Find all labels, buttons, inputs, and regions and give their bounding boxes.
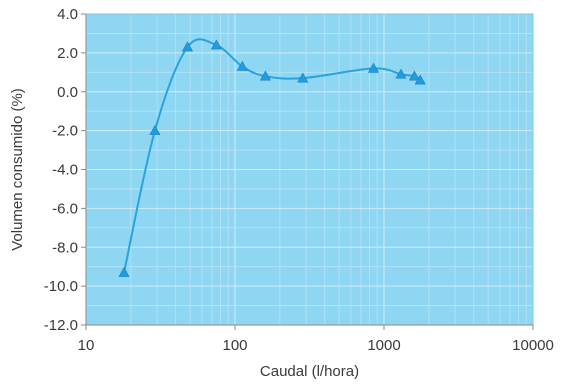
data-point-marker (118, 266, 130, 277)
tick-labels: 10 100 1000 10000 4.0 2.0 0.0 -2.0 -4.0 -6.0 -8.0 -… (44, 6, 554, 354)
y-tick-label: 0.0 (57, 84, 78, 101)
x-tick-label: 1000 (367, 337, 400, 354)
x-tick-label: 10 (78, 337, 95, 354)
y-tick-label: -10.0 (44, 278, 78, 295)
y-tick-label: 2.0 (57, 45, 78, 62)
x-tick-label: 10000 (512, 337, 554, 354)
y-tick-label: -4.0 (52, 162, 78, 179)
data-point-marker (395, 68, 407, 79)
series (118, 38, 426, 277)
x-tick-label: 100 (222, 337, 247, 354)
x-axis-title: Caudal (l/hora) (260, 363, 359, 380)
data-point-marker (297, 72, 309, 83)
data-point-marker (236, 60, 248, 71)
y-axis-title: Volumen consumido (%) (9, 88, 26, 251)
grid (85, 13, 534, 326)
y-tick-label: -8.0 (52, 239, 78, 256)
y-tick-label: -2.0 (52, 123, 78, 140)
y-tick-label: -12.0 (44, 317, 78, 334)
data-point-marker (210, 39, 222, 50)
data-point-marker (367, 62, 379, 73)
data-point-marker (181, 41, 194, 52)
data-point-marker (259, 70, 271, 81)
data-point-marker (149, 125, 161, 135)
y-tick-label: 4.0 (57, 6, 78, 23)
y-tick-label: -6.0 (52, 200, 78, 217)
axes (81, 13, 534, 330)
data-point-marker (408, 70, 420, 81)
data-point-marker (414, 74, 426, 85)
